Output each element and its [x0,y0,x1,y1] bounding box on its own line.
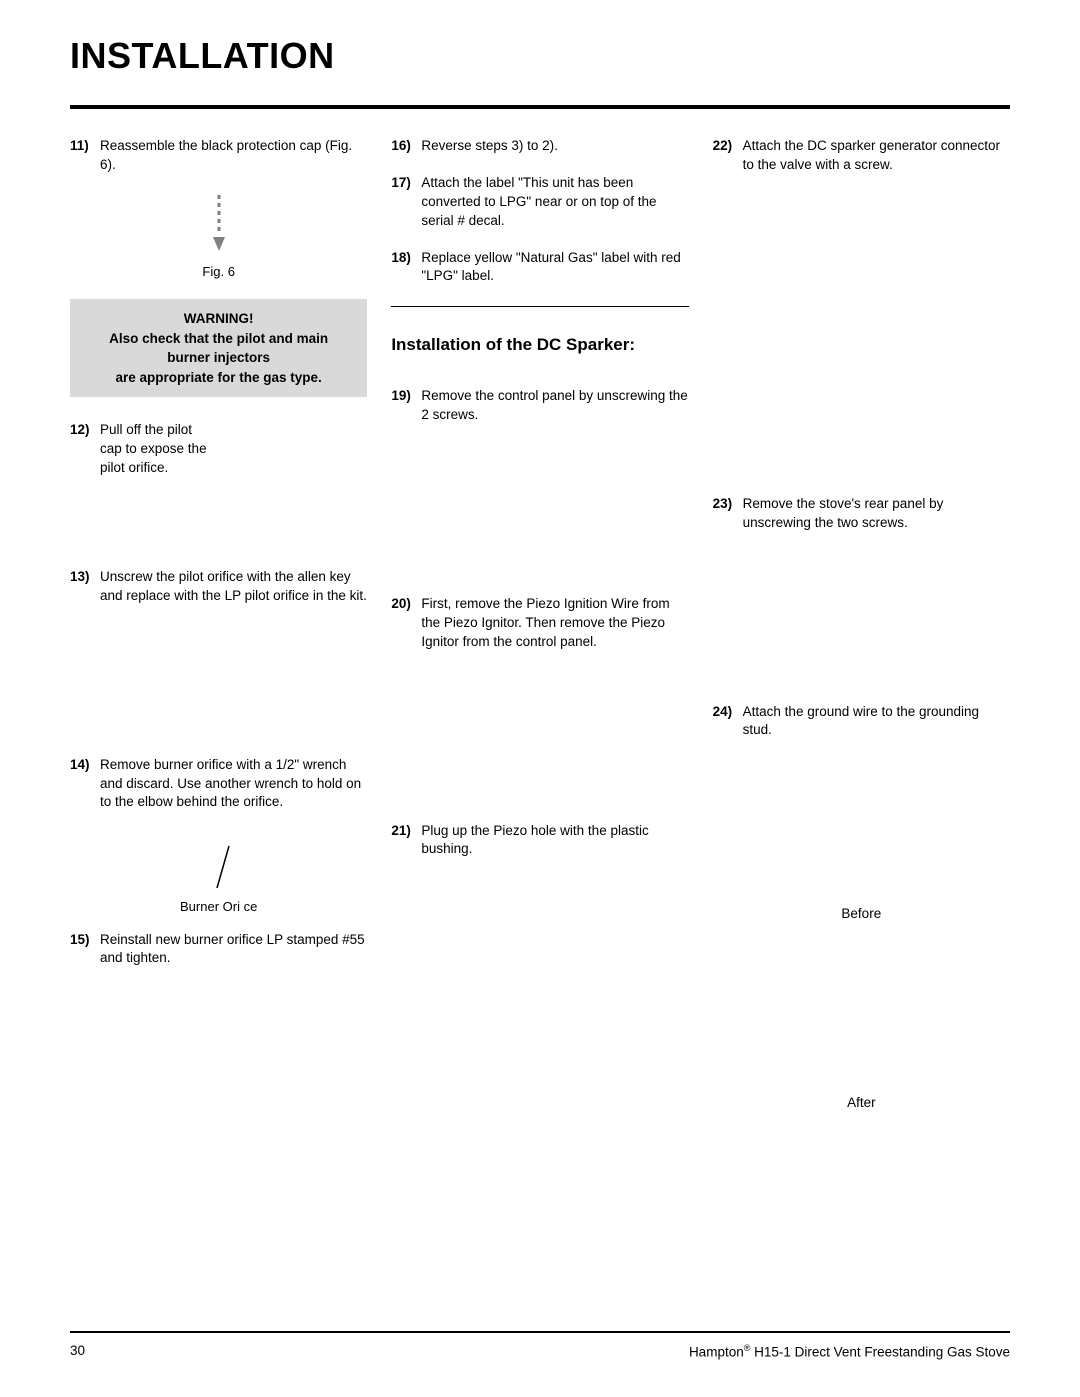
step-text: Remove the control panel by unscrewing t… [421,387,688,425]
figure-6-arrow-icon [209,193,229,253]
step-number: 22) [713,137,743,175]
step-number: 11) [70,137,100,175]
footer-model: H15-1 Direct Vent Freestanding Gas Stove [750,1344,1010,1359]
step-text: Attach the label "This unit has been con… [421,174,688,231]
step-11: 11) Reassemble the black protection cap … [70,137,367,175]
step-13: 13) Unscrew the pilot orifice with the a… [70,568,367,606]
step-text: Reverse steps 3) to 2). [421,137,688,156]
step-number: 24) [713,703,743,741]
step-number: 12) [70,421,100,478]
step-14: 14) Remove burner orifice with a 1/2" wr… [70,756,367,813]
section-divider [391,306,688,307]
step-20: 20) First, remove the Piezo Ignition Wir… [391,595,688,652]
step-text: Reinstall new burner orifice LP stamped … [100,931,367,969]
warning-line-2: Also check that the pilot and main [76,329,361,349]
step-text: Remove burner orifice with a 1/2" wrench… [100,756,367,813]
warning-line-3: burner injectors [76,348,361,368]
page-number: 30 [70,1343,85,1360]
step-number: 20) [391,595,421,652]
footer-product: Hampton® H15-1 Direct Vent Freestanding … [689,1343,1010,1360]
step-text: Remove the stove's rear panel by unscrew… [743,495,1010,533]
step-18: 18) Replace yellow "Natural Gas" label w… [391,249,688,287]
burner-orifice-label: Burner Ori ce [70,898,367,916]
step-number: 14) [70,756,100,813]
step-number: 23) [713,495,743,533]
step-23: 23) Remove the stove's rear panel by uns… [713,495,1010,533]
step-19: 19) Remove the control panel by unscrewi… [391,387,688,425]
step-number: 13) [70,568,100,606]
warning-box: WARNING! Also check that the pilot and m… [70,299,367,397]
header-divider [70,105,1010,109]
step-text: Pull off the pilot cap to expose the pil… [100,421,210,478]
step-text: Reassemble the black protection cap (Fig… [100,137,367,175]
before-label: Before [713,905,1010,924]
burner-pointer-icon [199,842,239,892]
column-2: 16) Reverse steps 3) to 2). 17) Attach t… [391,137,688,1113]
warning-line-4: are appropriate for the gas type. [76,368,361,388]
content-columns: 11) Reassemble the black protection cap … [70,137,1010,1113]
warning-line-1: WARNING! [76,309,361,329]
step-17: 17) Attach the label "This unit has been… [391,174,688,231]
page-footer: 30 Hampton® H15-1 Direct Vent Freestandi… [70,1331,1010,1360]
step-text: Unscrew the pilot orifice with the allen… [100,568,367,606]
step-text: First, remove the Piezo Ignition Wire fr… [421,595,688,652]
footer-brand: Hampton [689,1344,744,1359]
step-15: 15) Reinstall new burner orifice LP stam… [70,931,367,969]
step-number: 16) [391,137,421,156]
step-number: 17) [391,174,421,231]
column-3: 22) Attach the DC sparker generator conn… [713,137,1010,1113]
step-text: Plug up the Piezo hole with the plastic … [421,822,688,860]
after-label: After [713,1094,1010,1113]
step-22: 22) Attach the DC sparker generator conn… [713,137,1010,175]
step-number: 18) [391,249,421,287]
column-1: 11) Reassemble the black protection cap … [70,137,367,1113]
figure-6-caption: Fig. 6 [70,263,367,281]
page-title: INSTALLATION [70,35,1010,77]
step-12: 12) Pull off the pilot cap to expose the… [70,421,367,478]
step-21: 21) Plug up the Piezo hole with the plas… [391,822,688,860]
step-text: Replace yellow "Natural Gas" label with … [421,249,688,287]
step-number: 15) [70,931,100,969]
step-number: 19) [391,387,421,425]
dc-sparker-heading: Installation of the DC Sparker: [391,333,688,357]
step-16: 16) Reverse steps 3) to 2). [391,137,688,156]
step-text: Attach the ground wire to the grounding … [743,703,1010,741]
step-number: 21) [391,822,421,860]
step-text: Attach the DC sparker generator connecto… [743,137,1010,175]
step-24: 24) Attach the ground wire to the ground… [713,703,1010,741]
burner-orifice-figure: Burner Ori ce [70,842,367,916]
